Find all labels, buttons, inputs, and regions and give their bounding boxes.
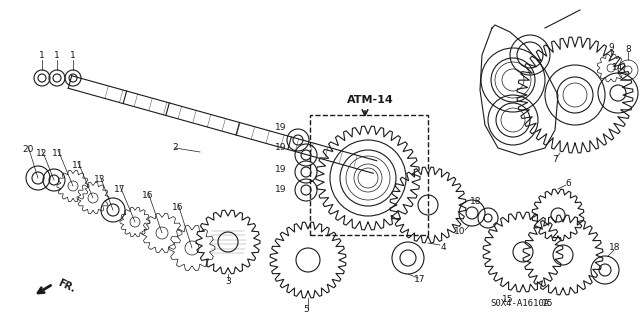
Text: 20: 20: [22, 145, 34, 154]
Text: 19: 19: [275, 144, 287, 152]
Text: 9: 9: [608, 43, 614, 53]
Text: 18: 18: [470, 197, 482, 206]
Text: 16: 16: [172, 204, 184, 212]
Text: 11: 11: [52, 150, 64, 159]
Text: 11: 11: [72, 161, 84, 170]
Text: 17: 17: [115, 186, 125, 195]
Text: 15: 15: [502, 295, 514, 305]
Text: 10: 10: [454, 227, 466, 236]
Text: 13: 13: [94, 175, 106, 184]
Text: 17: 17: [414, 276, 426, 285]
Text: 19: 19: [275, 186, 287, 195]
Text: 1: 1: [39, 51, 45, 61]
Text: 8: 8: [625, 46, 631, 55]
Text: 19: 19: [275, 123, 287, 132]
Text: 15: 15: [542, 299, 554, 308]
Text: 18: 18: [609, 243, 621, 253]
Text: 16: 16: [142, 191, 154, 201]
Text: ATM-14: ATM-14: [347, 95, 394, 105]
Text: 6: 6: [565, 179, 571, 188]
Text: 2: 2: [172, 144, 178, 152]
Text: 4: 4: [440, 242, 446, 251]
Text: 14: 14: [612, 63, 624, 72]
Text: FR.: FR.: [56, 278, 77, 294]
Text: 1: 1: [70, 51, 76, 61]
Text: 3: 3: [225, 278, 231, 286]
Text: 7: 7: [552, 155, 558, 165]
Text: 12: 12: [36, 150, 48, 159]
Text: 5: 5: [303, 306, 309, 315]
Text: S0X4-A1610A: S0X4-A1610A: [490, 299, 550, 308]
Text: 19: 19: [275, 166, 287, 174]
Text: 1: 1: [54, 51, 60, 61]
